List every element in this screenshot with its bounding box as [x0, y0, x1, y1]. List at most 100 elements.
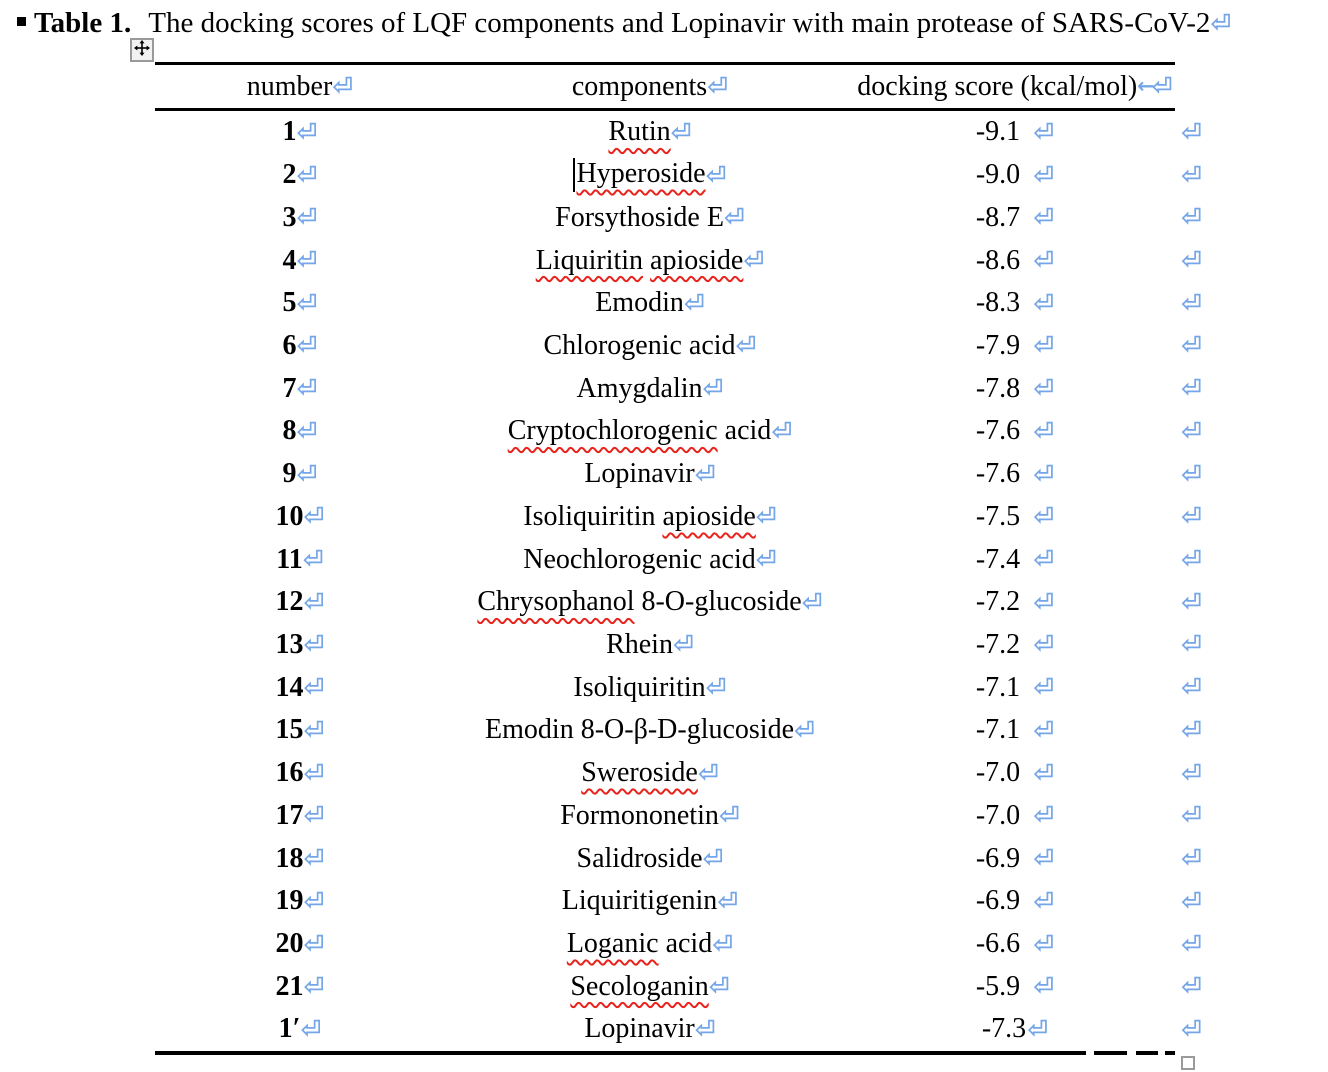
component-word[interactable]: Liquiritin	[535, 244, 644, 276]
component-word[interactable]: apioside	[662, 500, 756, 532]
row-number-text[interactable]: 5	[282, 287, 297, 319]
row-number-cell[interactable]: 9 ⏎	[155, 453, 445, 496]
row-number-text[interactable]: 20	[275, 928, 304, 960]
row-number-text[interactable]: 10	[275, 500, 304, 532]
row-component-cell[interactable]: Formononetin ⏎	[445, 795, 855, 838]
row-number-text[interactable]: 8	[282, 415, 297, 447]
row-component-text[interactable]: Amygdalin	[577, 373, 703, 405]
row-component-cell[interactable]: Salidroside ⏎	[445, 837, 855, 880]
header-components-label[interactable]: components	[571, 70, 708, 102]
row-number-cell[interactable]: 1′ ⏎	[155, 1008, 445, 1051]
component-word[interactable]: Salidroside	[576, 842, 703, 874]
row-number-cell[interactable]: 4 ⏎	[155, 239, 445, 282]
row-component-text[interactable]: Isoliquiritin	[573, 672, 705, 704]
component-word[interactable]: Amygdalin	[576, 372, 703, 404]
row-component-cell[interactable]: Cryptochlorogenic acid ⏎	[445, 410, 855, 453]
component-word[interactable]: Cryptochlorogenic	[507, 415, 718, 447]
row-number-cell[interactable]: 6 ⏎	[155, 325, 445, 368]
header-components-cell[interactable]: components ⏎	[445, 71, 855, 103]
component-word[interactable]: 8-O-glucoside	[641, 586, 802, 618]
row-number-text[interactable]: 11	[276, 543, 303, 575]
row-number-cell[interactable]: 20 ⏎	[155, 923, 445, 966]
row-component-cell[interactable]: Liquiritigenin ⏎	[445, 880, 855, 923]
row-component-text[interactable]: Liquiritigenin	[562, 885, 718, 917]
row-score-cell[interactable]: -6.9 ⏎	[855, 880, 1175, 923]
row-component-cell[interactable]: Emodin 8-O-β-D-glucoside ⏎	[445, 709, 855, 752]
row-score-cell[interactable]: -8.7 ⏎	[855, 196, 1175, 239]
component-word[interactable]: acid	[709, 543, 756, 575]
row-number-cell[interactable]: 2 ⏎	[155, 154, 445, 197]
row-number-text[interactable]: 1′	[278, 1013, 301, 1045]
row-number-text[interactable]: 6	[282, 329, 297, 361]
row-score-text[interactable]: -7.6	[975, 458, 1021, 490]
row-number-text[interactable]: 21	[275, 970, 304, 1002]
row-component-cell[interactable]: Sweroside ⏎	[445, 752, 855, 795]
row-component-cell[interactable]: Neochlorogenic acid ⏎	[445, 538, 855, 581]
component-word[interactable]: acid	[665, 928, 713, 960]
row-component-text[interactable]: Rhein	[606, 629, 673, 661]
row-score-cell[interactable]: -7.6 ⏎	[855, 410, 1175, 453]
row-number-cell[interactable]: 17 ⏎	[155, 795, 445, 838]
row-score-text[interactable]: -8.7	[975, 201, 1021, 233]
table-caption[interactable]: Table 1. The docking scores of LQF compon…	[34, 2, 1231, 44]
row-score-text[interactable]: -7.2	[975, 628, 1021, 660]
row-number-cell[interactable]: 19 ⏎	[155, 880, 445, 923]
row-score-cell[interactable]: -7.2 ⏎	[855, 581, 1175, 624]
row-score-cell[interactable]: -5.9 ⏎	[855, 965, 1175, 1008]
row-component-cell[interactable]: Chlorogenic acid ⏎	[445, 325, 855, 368]
component-word[interactable]: Isoliquiritin	[573, 671, 706, 703]
row-score-cell[interactable]: -7.8 ⏎	[855, 367, 1175, 410]
component-word[interactable]: Neochlorogenic	[523, 543, 703, 575]
row-number-cell[interactable]: 14 ⏎	[155, 666, 445, 709]
row-score-cell[interactable]: -7.6 ⏎	[855, 453, 1175, 496]
row-component-cell[interactable]: Isoliquiritin apioside ⏎	[445, 495, 855, 538]
row-score-cell[interactable]: -6.9 ⏎	[855, 837, 1175, 880]
row-number-cell[interactable]: 21 ⏎	[155, 965, 445, 1008]
row-score-text[interactable]: -7.3	[981, 1013, 1027, 1045]
component-word[interactable]: Lopinavir	[584, 1013, 695, 1045]
row-component-text[interactable]: Cryptochlorogenic acid	[508, 415, 772, 447]
header-number-label[interactable]: number	[246, 70, 333, 102]
component-word[interactable]: Liquiritigenin	[561, 885, 718, 917]
row-score-text[interactable]: -6.6	[975, 928, 1021, 960]
row-score-text[interactable]: -7.4	[975, 543, 1021, 575]
component-word[interactable]: Formononetin	[560, 799, 719, 831]
row-component-text[interactable]: Rutin	[608, 116, 670, 148]
table-caption-label[interactable]: Table 1.	[34, 7, 132, 39]
header-number-cell[interactable]: number ⏎	[155, 71, 445, 103]
row-score-text[interactable]: -9.1	[975, 116, 1021, 148]
row-number-cell[interactable]: 15 ⏎	[155, 709, 445, 752]
table-resize-handle[interactable]	[1181, 1056, 1195, 1070]
row-score-text[interactable]: -5.9	[975, 970, 1021, 1002]
row-score-text[interactable]: -7.8	[975, 372, 1021, 404]
table-caption-text[interactable]: The docking scores of LQF components and…	[148, 7, 1211, 39]
component-word[interactable]: Rutin	[608, 116, 671, 148]
row-component-cell[interactable]: Rutin ⏎	[445, 111, 855, 154]
row-number-text[interactable]: 1	[282, 116, 297, 148]
row-score-text[interactable]: -6.9	[975, 885, 1021, 917]
row-component-cell[interactable]: Chrysophanol 8-O-glucoside ⏎	[445, 581, 855, 624]
row-component-text[interactable]: Chrysophanol 8-O-glucoside	[477, 586, 801, 618]
row-score-cell[interactable]: -7.0 ⏎	[855, 795, 1175, 838]
component-word[interactable]: Forsythoside	[555, 201, 700, 233]
row-score-text[interactable]: -6.9	[975, 842, 1021, 874]
row-score-text[interactable]: -8.3	[975, 287, 1021, 319]
row-component-cell[interactable]: Hyperoside ⏎	[445, 154, 855, 197]
component-word[interactable]: acid	[688, 329, 736, 361]
row-score-cell[interactable]: -7.1 ⏎	[855, 709, 1175, 752]
row-score-text[interactable]: -9.0	[975, 159, 1021, 191]
row-score-text[interactable]: -7.0	[975, 757, 1021, 789]
row-number-cell[interactable]: 10 ⏎	[155, 495, 445, 538]
row-score-cell[interactable]: -7.2 ⏎	[855, 624, 1175, 667]
component-word[interactable]: Lopinavir	[584, 458, 695, 490]
row-score-text[interactable]: -7.6	[975, 415, 1021, 447]
row-number-text[interactable]: 9	[282, 458, 297, 490]
component-word[interactable]: acid	[724, 415, 772, 447]
row-number-cell[interactable]: 18 ⏎	[155, 837, 445, 880]
row-score-cell[interactable]: -7.9 ⏎	[855, 325, 1175, 368]
row-component-text[interactable]: Lopinavir	[584, 458, 694, 490]
component-word[interactable]: Chlorogenic	[543, 329, 682, 361]
row-component-cell[interactable]: Secologanin ⏎	[445, 965, 855, 1008]
row-component-cell[interactable]: Rhein ⏎	[445, 624, 855, 667]
row-number-cell[interactable]: 1 ⏎	[155, 111, 445, 154]
